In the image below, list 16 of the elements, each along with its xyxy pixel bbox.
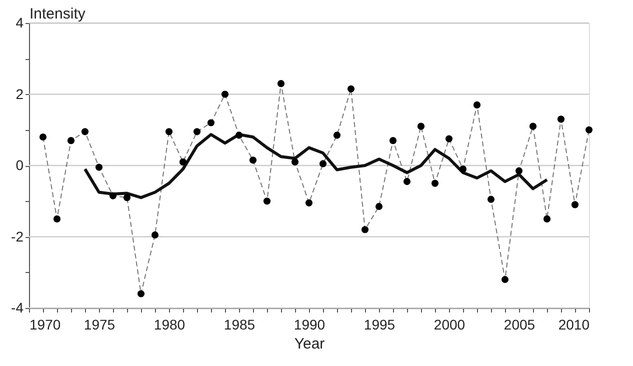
x-tick-label: 1990 <box>294 316 326 332</box>
y-tick-label: -4 <box>11 300 24 316</box>
x-axis-title: Year <box>294 336 325 352</box>
y-axis-title: Intensity <box>30 6 86 22</box>
x-tick-label: 1995 <box>364 316 396 332</box>
y-tick-label: -2 <box>11 228 24 244</box>
y-tick-label: 4 <box>16 14 24 30</box>
x-tick-label: 2000 <box>434 316 466 332</box>
y-tick-label: 0 <box>16 157 24 173</box>
x-tick-label: 1975 <box>84 316 116 332</box>
y-tick-label: 2 <box>16 86 24 102</box>
x-tick-label: 1980 <box>154 316 186 332</box>
x-tick-label: 2005 <box>504 316 536 332</box>
x-tick-label: 1985 <box>224 316 256 332</box>
x-tick-label: 1970 <box>30 316 61 332</box>
x-tick-label: 2010 <box>558 316 590 332</box>
